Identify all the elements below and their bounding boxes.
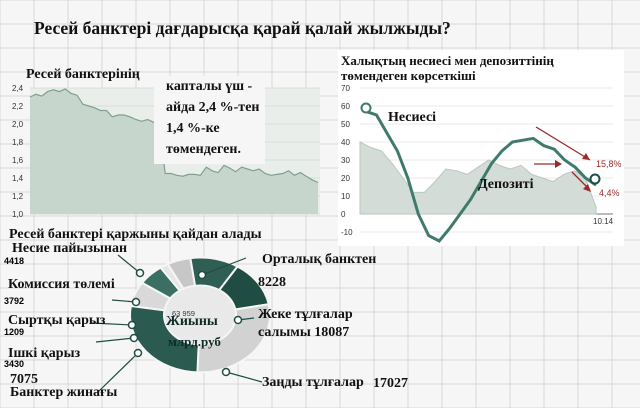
capital-y-tick: 1,4 xyxy=(12,174,24,183)
funding-label-internal: Ішкі қарыз xyxy=(8,346,81,361)
deposits-y-tick: -10 xyxy=(341,228,353,237)
callout-line xyxy=(95,337,135,343)
deposits-y-tick: 50 xyxy=(341,120,350,129)
callout-marker xyxy=(127,320,137,330)
funding-value-individuals: 18087 xyxy=(314,325,350,340)
funding-label-external: Сыртқы қарыз xyxy=(8,313,106,328)
deposits-y-tick: 40 xyxy=(341,138,350,147)
deposits-chart: 70 60 50 40 30 20 10 0 -10 15,8% 4,4% 10.14 xyxy=(341,84,622,243)
deposits-heading-line: Халықтың несиесі мен депозиттінің xyxy=(341,53,554,68)
deposits-y-tick: 70 xyxy=(341,84,350,93)
deposits-y-tick: 30 xyxy=(341,156,350,165)
credit-end-marker xyxy=(589,173,601,185)
funding-center-unit: млрд.руб xyxy=(168,334,221,349)
capital-caption-line: капталы үш - xyxy=(166,79,253,94)
deposit-area xyxy=(359,141,597,215)
callout-marker xyxy=(131,297,141,307)
capital-area xyxy=(30,88,318,214)
credit-end-label: 15,8% xyxy=(596,159,622,169)
deposits-x-tick: 10.14 xyxy=(593,217,614,226)
funding-chart: 63 959 xyxy=(91,254,271,393)
callout-line xyxy=(225,371,263,383)
capital-caption-line: 1,4 %-ке xyxy=(166,121,220,136)
capital-y-tick: 1,8 xyxy=(12,138,24,147)
callout-marker xyxy=(197,270,207,280)
arrow-head xyxy=(582,153,590,160)
capital-chart: 2,4 2,2 2,0 1,8 1,6 1,4 1,2 1,0 xyxy=(12,84,320,219)
deposit-label: Депозиті xyxy=(478,177,534,192)
funding-center-total: 63 959 xyxy=(172,309,195,318)
capital-y-tick: 1,6 xyxy=(12,156,24,165)
callout-marker xyxy=(221,367,231,377)
deposits-y-tick: 10 xyxy=(341,192,350,201)
deposits-y-tick: 0 xyxy=(341,210,346,219)
capital-y-tick: 1,0 xyxy=(12,210,24,219)
funding-label-individuals: Жеке тұлғалар xyxy=(258,307,353,322)
donut-slice xyxy=(129,304,200,374)
callout-line xyxy=(117,254,141,274)
funding-center-label: Жиыны xyxy=(166,314,218,329)
deposit-end-label: 4,4% xyxy=(599,188,620,198)
funding-label-legal: Заңды тұлғалар xyxy=(262,375,364,390)
deposits-y-tick: 60 xyxy=(341,102,350,111)
callout-line xyxy=(91,322,133,326)
trend-arrow xyxy=(535,126,591,161)
funding-value-internal: 3430 xyxy=(4,359,25,369)
funding-label-individuals-2: салымы 18087 xyxy=(258,325,349,341)
funding-value-savings: 7075 xyxy=(10,372,38,387)
donut-hole xyxy=(165,286,235,344)
credit-label: Несиесі xyxy=(388,110,437,125)
funding-value-legal: 17027 xyxy=(373,376,408,391)
funding-label-commission: Комиссия төлемі xyxy=(8,277,115,292)
funding-heading: Ресей банктері қаржыны қайдан алады xyxy=(9,227,262,242)
deposits-heading: Халықтың несиесі мен депозиттінің төменд… xyxy=(341,53,554,83)
callout-line xyxy=(201,257,247,276)
credit-line xyxy=(365,109,597,243)
funding-value-central: 8228 xyxy=(258,275,286,290)
capital-y-tick: 1,2 xyxy=(12,192,24,201)
page-title: Ресей банктері дағдарысқа қарай қалай жы… xyxy=(34,18,451,38)
funding-value-commission: 3792 xyxy=(4,296,25,306)
callout-marker xyxy=(233,315,243,325)
callout-marker xyxy=(135,268,145,278)
credit-start-marker xyxy=(360,102,372,114)
callout-line xyxy=(97,352,139,393)
callout-marker xyxy=(129,333,139,343)
funding-value-external: 1209 xyxy=(4,327,25,337)
capital-y-tick: 2,0 xyxy=(12,120,24,129)
funding-value-interest: 4418 xyxy=(4,256,25,266)
callout-marker xyxy=(133,348,143,358)
capital-line xyxy=(29,88,319,184)
capital-caption: капталы үш - айда 2,4 %-тен 1,4 %-ке төм… xyxy=(154,76,266,164)
deposits-heading-line: төмендеген көрсеткіші xyxy=(341,68,476,83)
individuals-label-part: салымы xyxy=(258,325,311,340)
donut-slice xyxy=(196,303,271,374)
funding-label-savings: Банктер жинағы xyxy=(10,385,118,400)
arrow-head xyxy=(555,160,562,168)
capital-caption-line: айда 2,4 %-тен xyxy=(166,100,260,115)
funding-label-interest: Несие пайызынан xyxy=(12,241,128,256)
capital-heading: Ресей банктерінің xyxy=(26,67,140,82)
funding-label-central: Орталық банктен xyxy=(262,252,377,267)
capital-y-tick: 2,4 xyxy=(12,84,24,93)
capital-caption-line: төмендеген. xyxy=(166,142,241,157)
deposits-y-tick: 20 xyxy=(341,174,350,183)
capital-y-tick: 2,2 xyxy=(12,102,24,111)
arrow-head xyxy=(583,184,591,192)
